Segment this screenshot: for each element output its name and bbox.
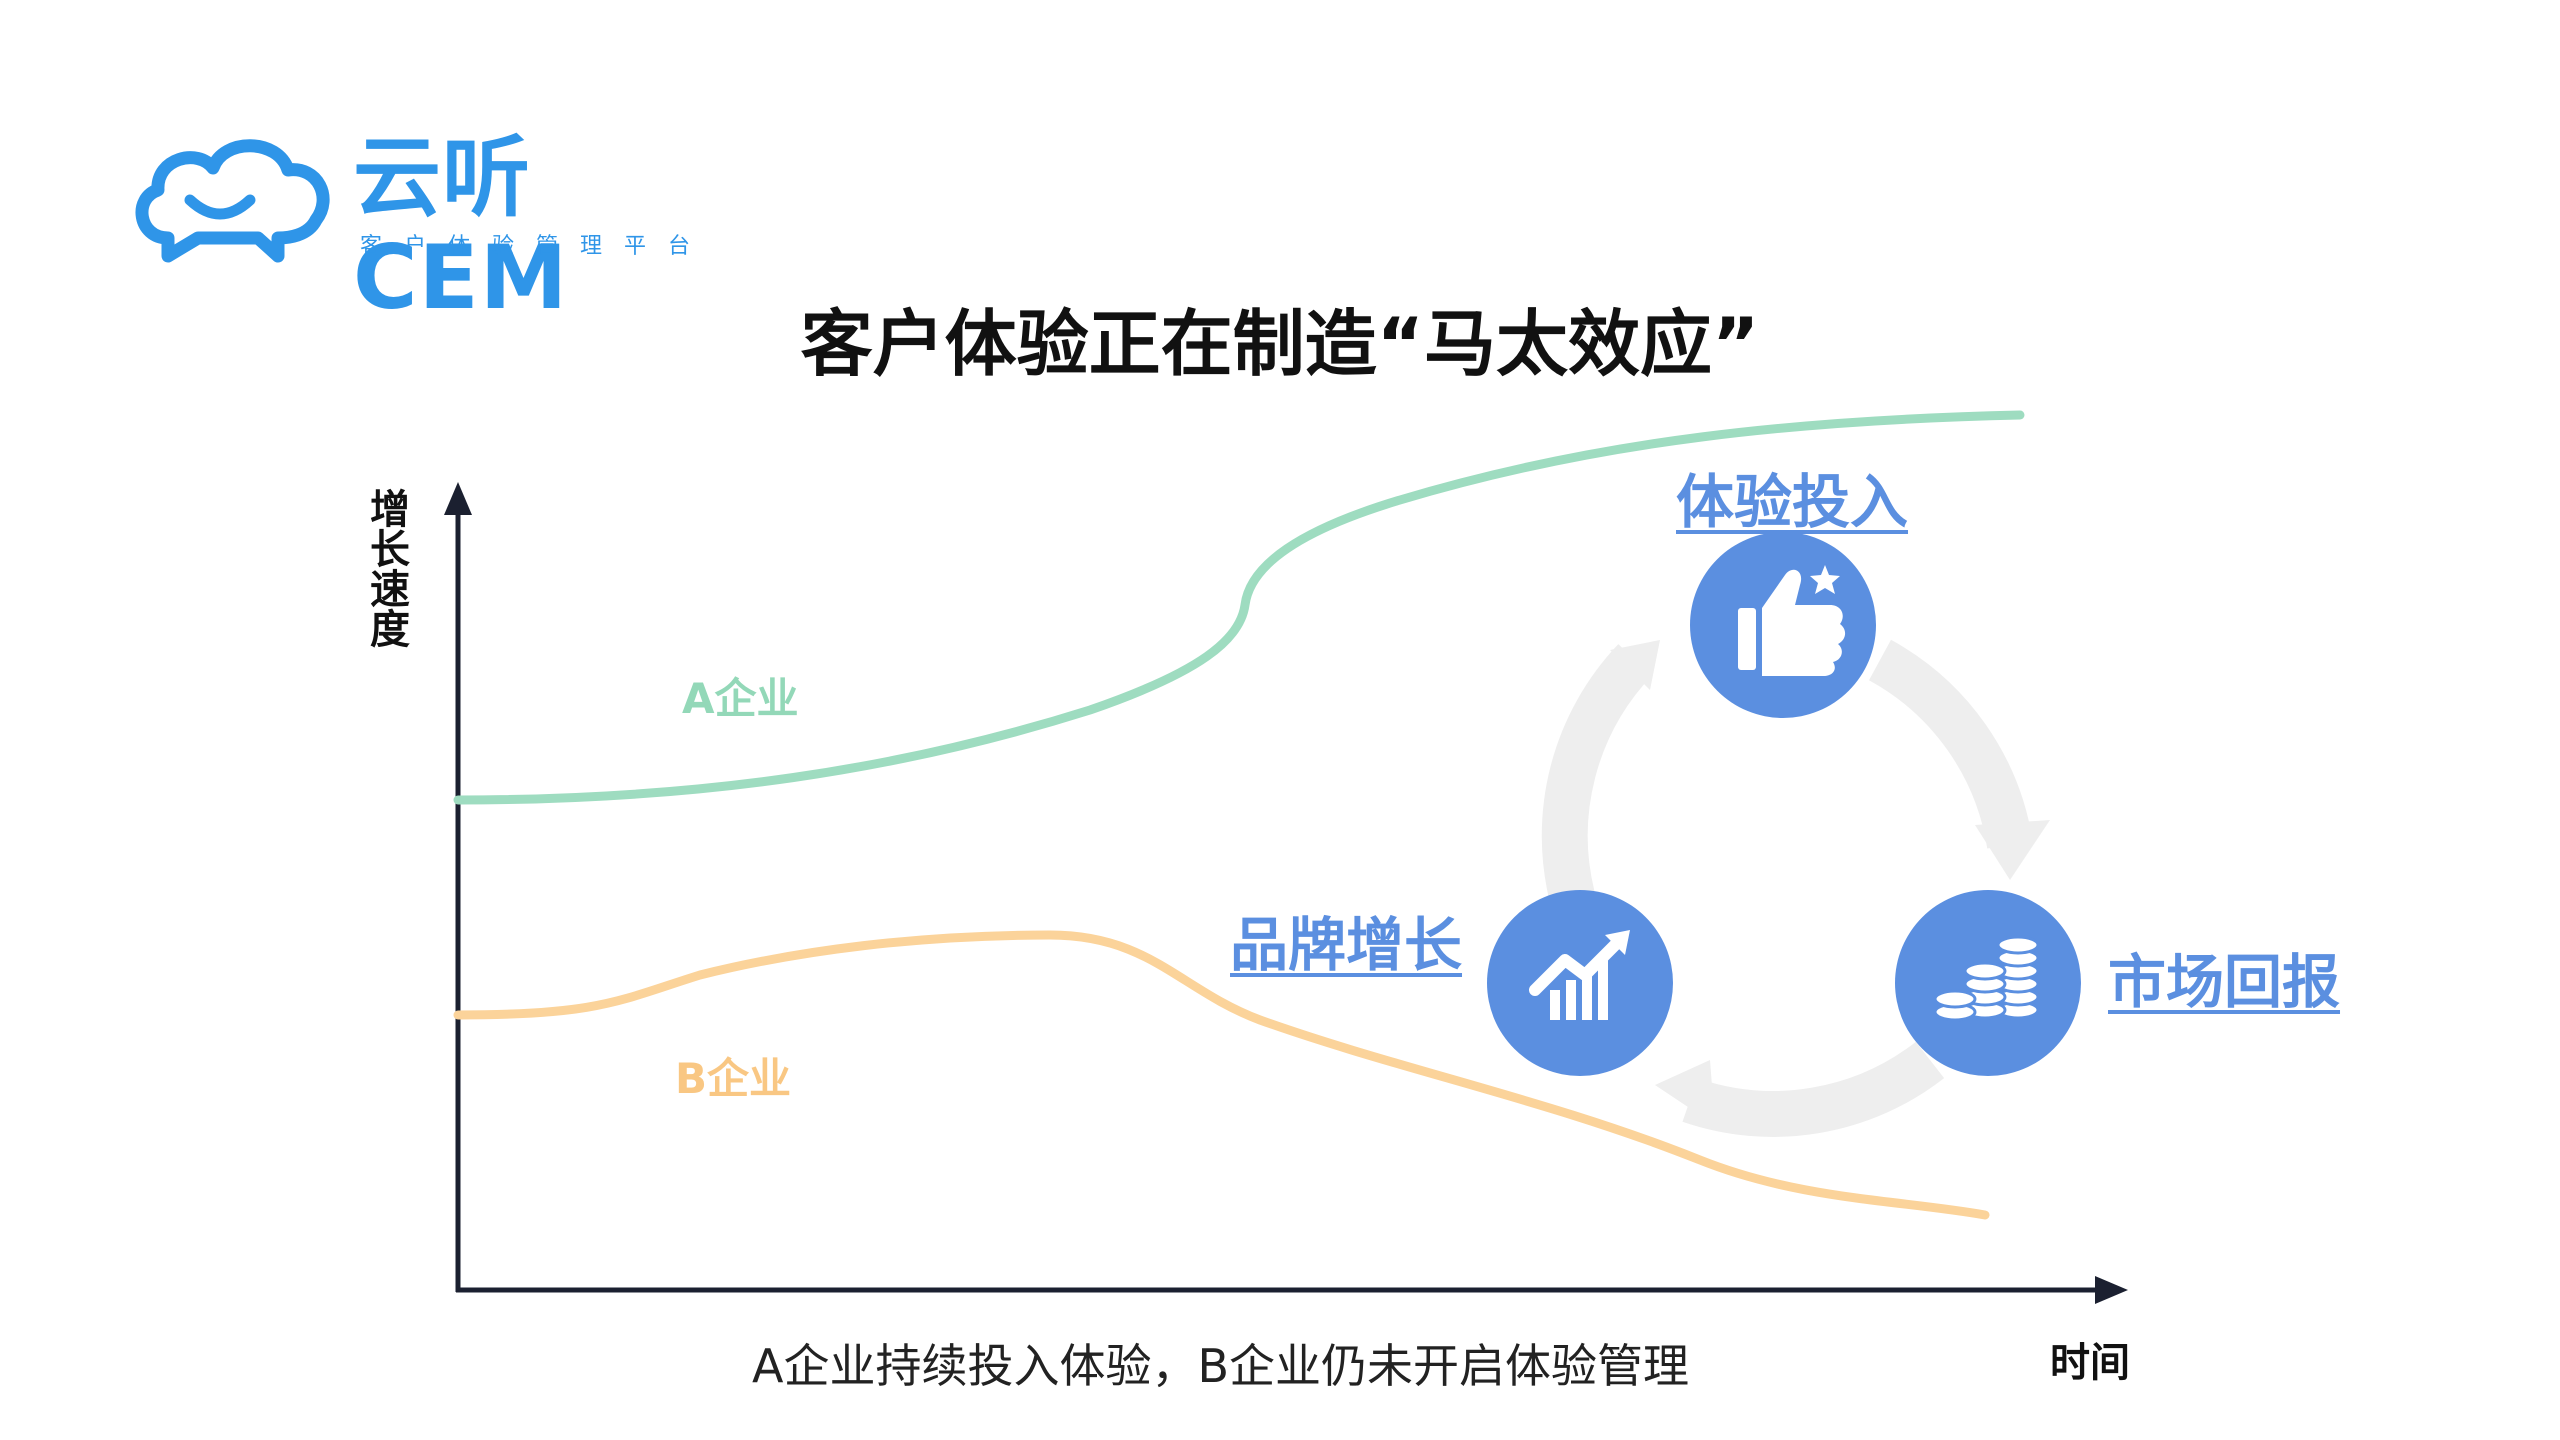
cycle-arrow-3-icon — [1655, 1060, 1715, 1125]
node-label-market-return[interactable]: 市场回报 — [2108, 948, 2341, 1016]
y-axis-arrow — [444, 482, 472, 515]
coins-icon — [1933, 935, 2040, 1022]
series-a-label: A企业 — [682, 674, 799, 723]
logo-brand-text: 云听CEM — [353, 126, 569, 329]
series-a-curve — [453, 410, 2025, 805]
cycle-arrow-1-icon — [1610, 640, 1660, 690]
caption: A企业持续投入体验，B企业仍未开启体验管理 — [752, 1339, 1690, 1393]
node-brand-growth — [1487, 890, 1673, 1076]
node-experience-investment — [1690, 532, 1876, 718]
cloud-logo-icon — [135, 139, 330, 263]
growth-chart-icon — [1529, 930, 1630, 1020]
series-b-curve — [453, 930, 1990, 1220]
logo: 云听CEM 客户体验管理平台 — [128, 128, 728, 328]
cycle-ring — [1541, 639, 2033, 1137]
node-label-experience-investment[interactable]: 体验投入 — [1676, 468, 1909, 536]
series-b-label: B企业 — [675, 1054, 792, 1103]
node-market-return — [1895, 890, 2081, 1076]
y-axis-label: 增长速度 — [363, 488, 409, 648]
page-title: 客户体验正在制造“马太效应” — [800, 302, 1760, 386]
thumbs-up-icon — [1738, 565, 1846, 676]
node-label-brand-growth[interactable]: 品牌增长 — [1230, 911, 1463, 979]
cycle-arrow-2-icon — [1975, 820, 2050, 880]
x-axis-label: 时间 — [2050, 1340, 2130, 1386]
logo-tagline: 客户体验管理平台 — [360, 234, 713, 259]
x-axis-arrow — [2095, 1276, 2128, 1304]
